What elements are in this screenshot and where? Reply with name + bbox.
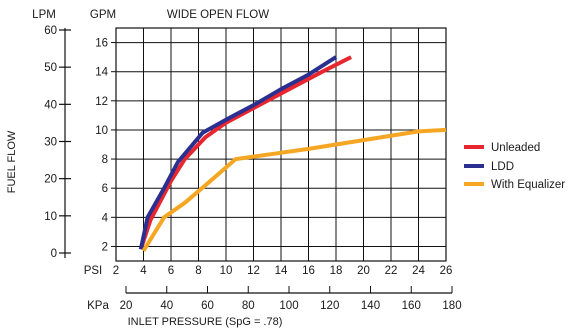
kpa-unit-label: KPa: [87, 300, 109, 312]
series-lines: [138, 55, 447, 252]
psi-tick-label: 18: [330, 265, 343, 277]
psi-tick-label: 22: [385, 265, 398, 277]
gpm-tick-label: 10: [95, 125, 108, 137]
lpm-tick-label: 50: [44, 62, 57, 74]
legend-label-with-equalizer: With Equalizer: [491, 179, 565, 191]
kpa-tick-label: 120: [320, 300, 339, 312]
gpm-tick-label: 4: [102, 212, 109, 224]
fuel-flow-axis-title: FUEL FLOW: [6, 130, 18, 193]
lpm-unit-label: LPM: [32, 9, 56, 21]
psi-tick-label: 20: [357, 265, 370, 277]
psi-tick-label: 14: [275, 265, 288, 277]
gpm-axis: 2 4 6 8 10 12 14 16: [95, 38, 116, 253]
psi-tick-label: 6: [168, 265, 174, 277]
lpm-tick-label: 30: [44, 137, 57, 149]
psi-tick-label: 10: [220, 265, 233, 277]
plot-grid: [116, 28, 446, 261]
plot-frame: [115, 27, 447, 262]
psi-tick-label: 26: [440, 265, 453, 277]
kpa-tick-label: 60: [201, 300, 214, 312]
series-line-with-equalizer: [141, 127, 447, 252]
kpa-tick-label: 100: [279, 300, 298, 312]
kpa-tick-label: 160: [402, 300, 421, 312]
kpa-tick-label: 180: [442, 300, 461, 312]
lpm-tick-label: 10: [44, 211, 57, 223]
psi-tick-label: 4: [140, 265, 147, 277]
gpm-tick-label: 14: [95, 67, 108, 79]
psi-axis: 2 4 6 8 10 12 14 16 18 20 22 24 26: [113, 265, 453, 277]
gpm-tick-label: 2: [102, 241, 108, 253]
kpa-tick-label: 80: [242, 300, 255, 312]
legend: Unleaded LDD With Equalizer: [464, 142, 565, 191]
gpm-tick-label: 16: [95, 38, 108, 50]
psi-tick-label: 16: [302, 265, 315, 277]
psi-tick-label: 2: [113, 265, 119, 277]
lpm-tick-label: 60: [44, 25, 57, 37]
lpm-tick-label: 0: [51, 248, 57, 260]
gpm-tick-label: 12: [95, 96, 108, 108]
psi-tick-label: 12: [247, 265, 260, 277]
lpm-axis: 0 10 20 30 40 50 60: [44, 25, 71, 260]
lpm-tick-label: 20: [44, 174, 57, 186]
gpm-unit-label: GPM: [90, 9, 116, 21]
psi-tick-label: 24: [412, 265, 425, 277]
legend-label-ldd: LDD: [491, 161, 514, 173]
inlet-pressure-axis-title: INLET PRESSURE (SpG = .78): [128, 316, 283, 328]
chart-title: WIDE OPEN FLOW: [167, 9, 269, 21]
psi-tick-label: 8: [195, 265, 201, 277]
gpm-tick-label: 8: [102, 154, 108, 166]
legend-label-unleaded: Unleaded: [491, 142, 540, 154]
series-line-ldd: [138, 55, 338, 250]
gpm-tick-label: 6: [102, 183, 108, 195]
lpm-tick-label: 40: [44, 99, 57, 111]
psi-unit-label: PSI: [84, 265, 103, 277]
kpa-axis: 20 40 60 80 100 120 140 160 180: [120, 286, 462, 312]
series-line-unleaded: [138, 55, 353, 250]
kpa-tick-label: 40: [160, 300, 173, 312]
kpa-tick-label: 140: [361, 300, 380, 312]
kpa-tick-label: 20: [120, 300, 133, 312]
